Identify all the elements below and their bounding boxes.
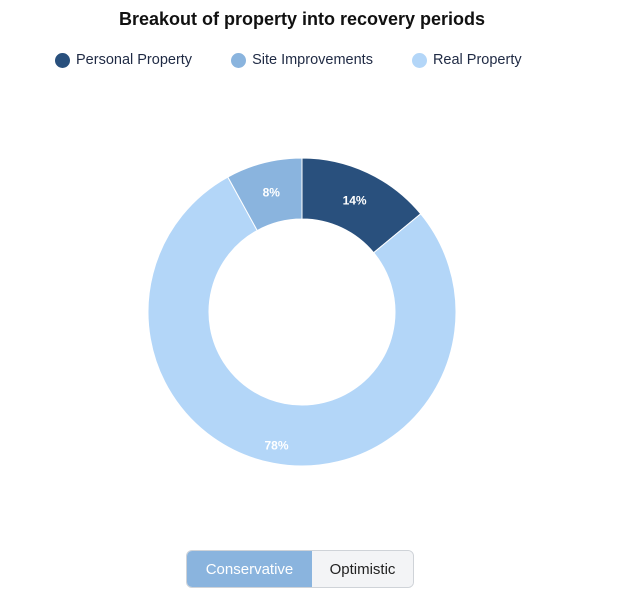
slice-label-real-property: 78% (265, 439, 289, 453)
legend-label-personal-property: Personal Property (76, 52, 193, 68)
legend-swatch-real-property (411, 52, 427, 68)
legend-item-site-improvements[interactable]: Site Improvements (231, 52, 373, 68)
chart-legend: Personal Property Site Improvements Real… (55, 52, 561, 68)
legend-label-site-improvements: Site Improvements (252, 52, 373, 68)
donut-chart: 14% 78% 8% (147, 157, 457, 467)
slice-real-property[interactable] (147, 176, 457, 467)
legend-swatch-site-improvements (231, 52, 247, 68)
slice-label-site-improvements: 8% (263, 185, 281, 199)
conservative-button[interactable]: Conservative (187, 551, 312, 587)
slice-site-improvements[interactable] (227, 157, 303, 232)
chart-title: Breakout of property into recovery perio… (118, 9, 486, 29)
legend-label-real-property: Real Property (432, 52, 522, 68)
slice-label-personal-property: 14% (343, 193, 367, 207)
scenario-toggle: Conservative Optimistic (186, 550, 414, 588)
legend-item-real-property[interactable]: Real Property (411, 52, 522, 68)
optimistic-button[interactable]: Optimistic (312, 551, 413, 587)
legend-item-personal-property[interactable]: Personal Property (55, 52, 192, 68)
legend-swatch-personal-property (55, 52, 70, 68)
